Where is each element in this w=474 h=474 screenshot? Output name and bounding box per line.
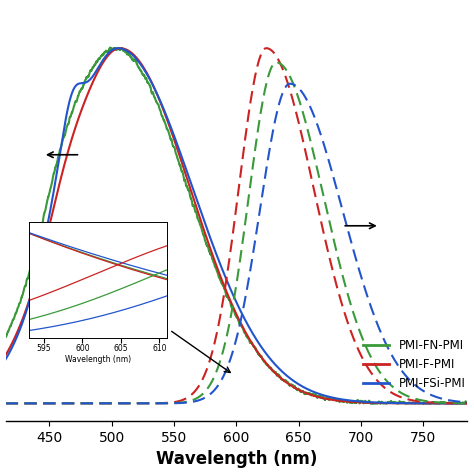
X-axis label: Wavelength (nm): Wavelength (nm)	[155, 450, 317, 468]
Legend: PMI-FN-PMI, PMI-F-PMI, PMI-FSi-PMI: PMI-FN-PMI, PMI-F-PMI, PMI-FSi-PMI	[359, 334, 470, 394]
